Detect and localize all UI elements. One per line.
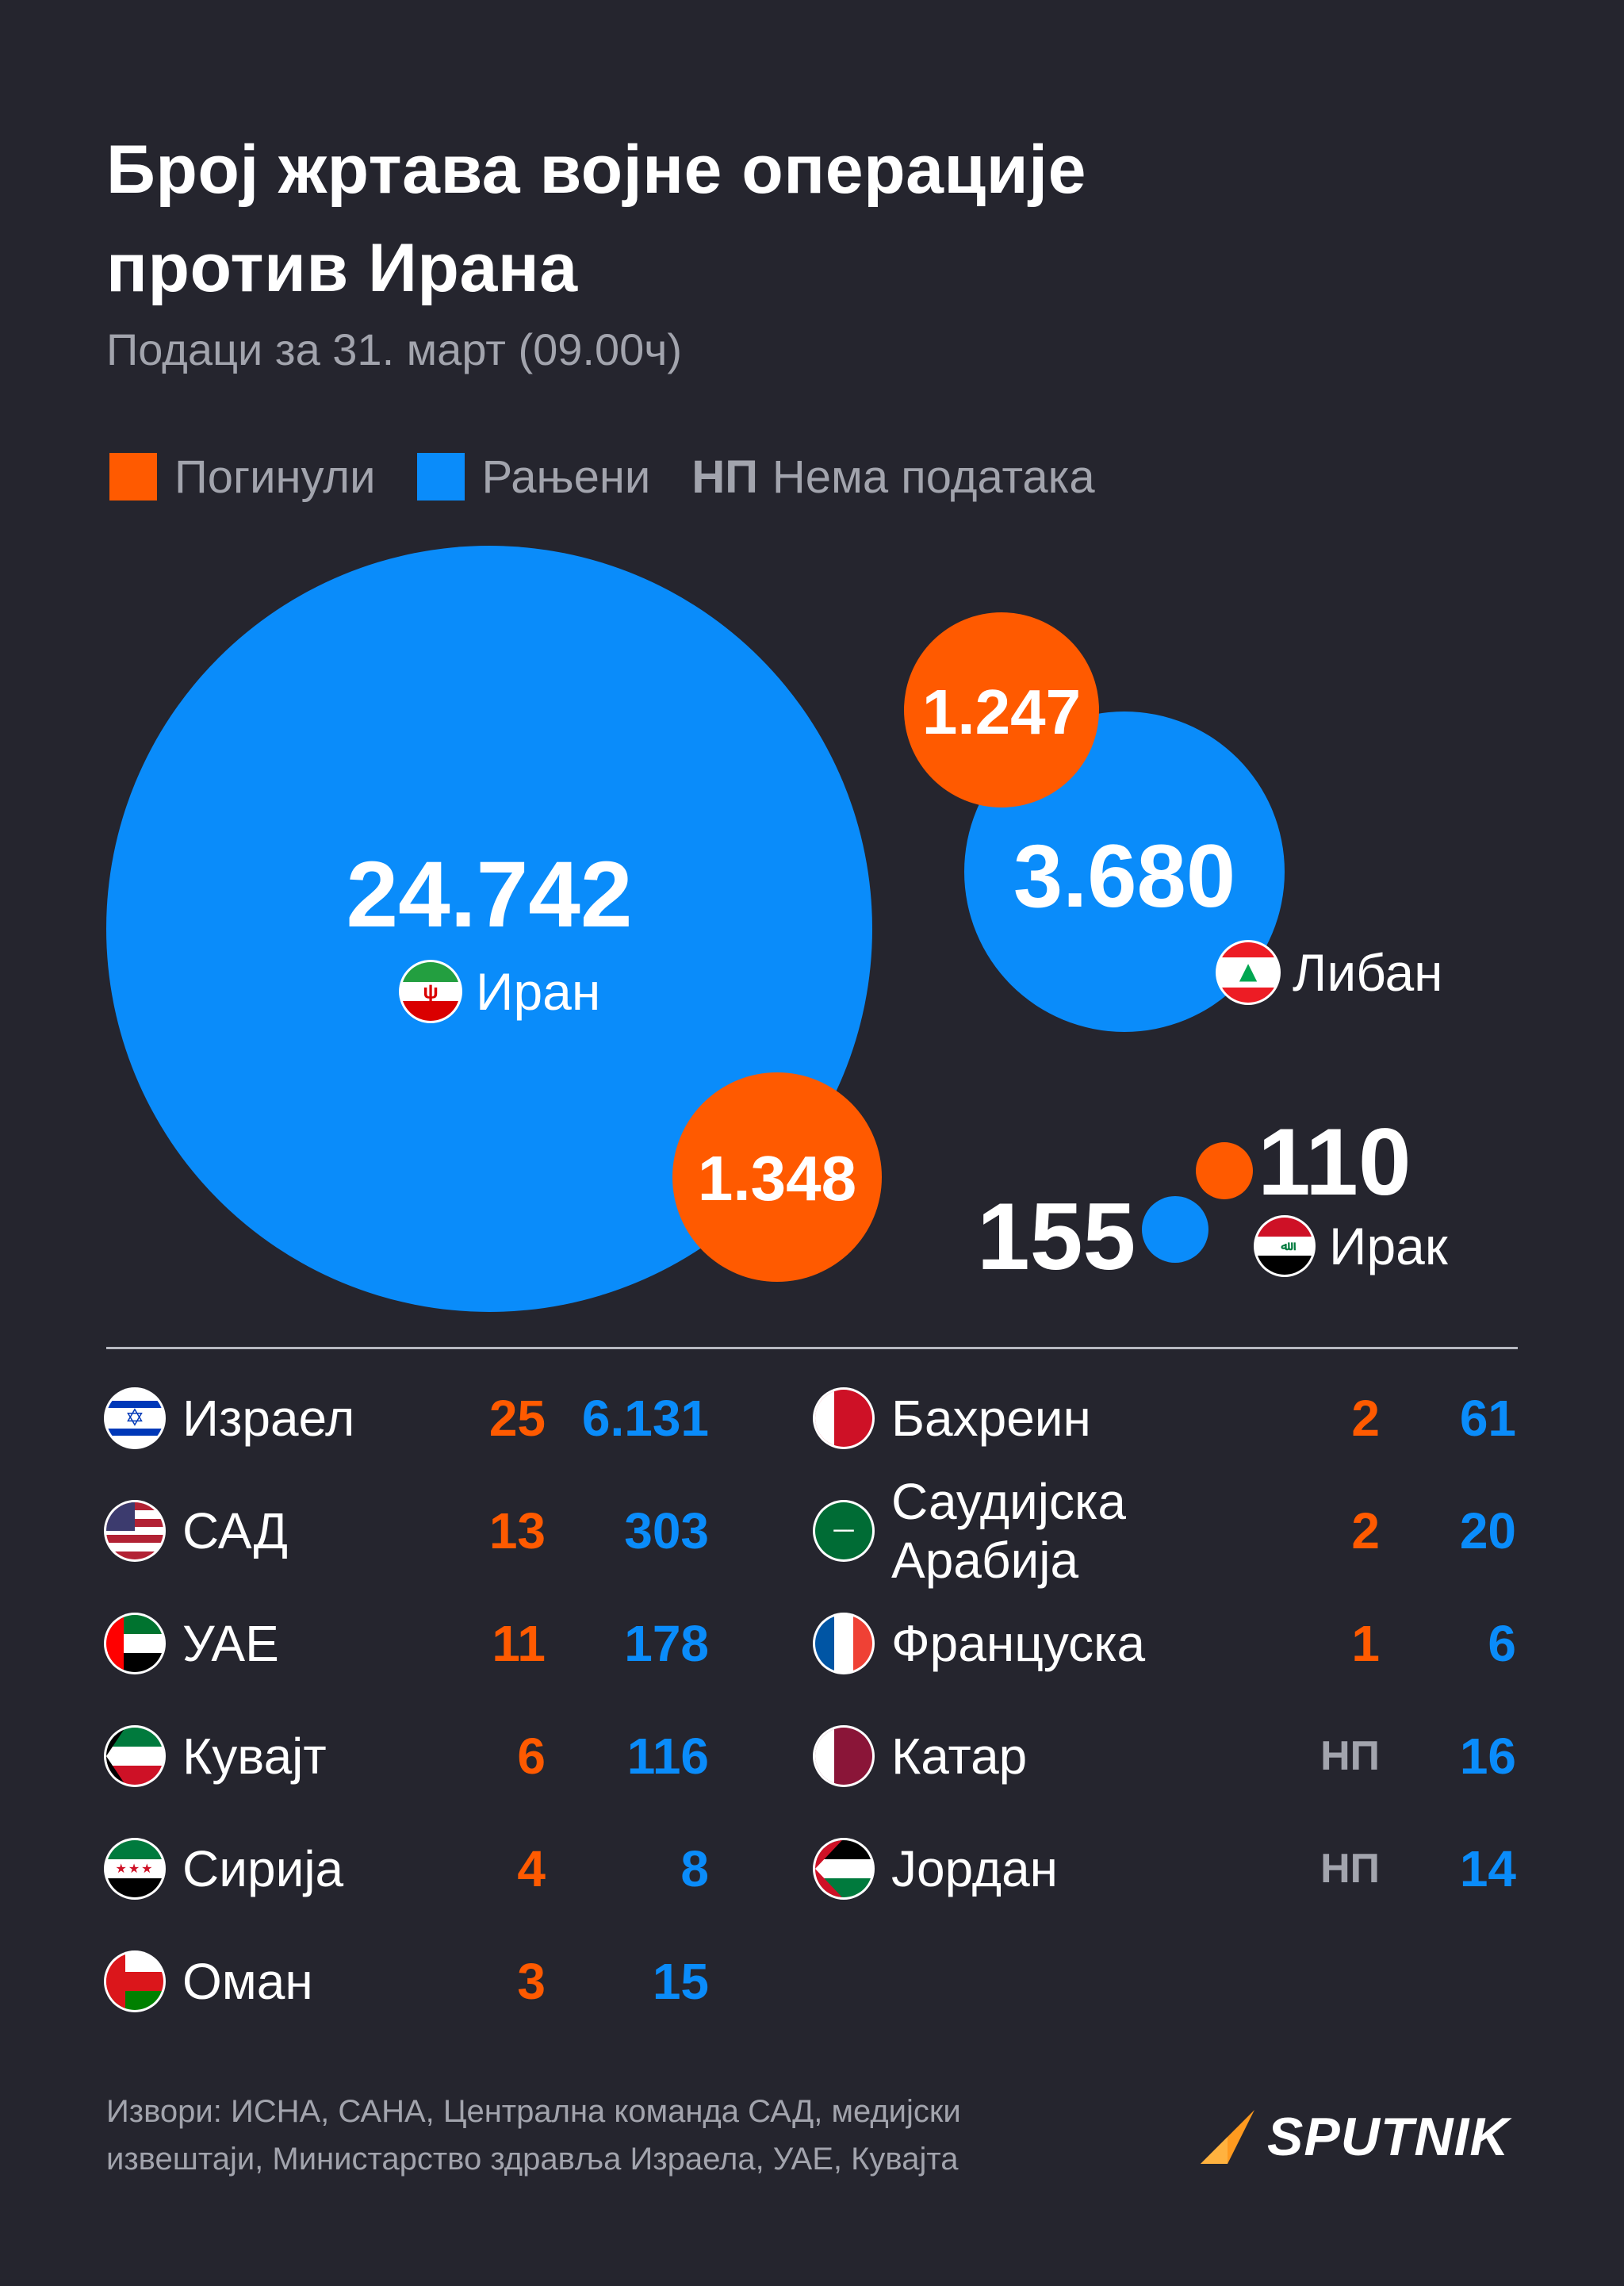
lebanon-country-name: Либан — [1293, 943, 1443, 1002]
usa-wounded: 303 — [624, 1502, 709, 1559]
legend-item-wounded: Рањени — [416, 451, 651, 504]
france-killed: 1 — [1351, 1615, 1380, 1672]
legend-item-no-data: НП Нема података — [691, 451, 1094, 504]
table-row-syria: ★★★ Сирија 4 8 — [106, 1812, 709, 1925]
sources-line-1: Извори: ИСНА, САНА, Централна команда СА… — [106, 2094, 961, 2129]
jordan-name: Јордан — [891, 1840, 1058, 1897]
table-row-kuwait: Кувајт 6 116 — [106, 1700, 709, 1812]
oman-flag-icon — [106, 1953, 163, 2010]
bubble-iraq-killed — [1196, 1142, 1253, 1199]
iran-wounded-value: 24.742 — [346, 842, 633, 947]
syria-name: Сирија — [182, 1840, 344, 1897]
jordan-wounded: 14 — [1459, 1840, 1516, 1897]
title-line-1: Број жртава војне операције — [106, 132, 1086, 208]
lebanon-flag-icon: ▲ — [1218, 942, 1278, 1003]
lebanon-label: ▲ Либан — [1218, 942, 1443, 1003]
divider — [106, 1347, 1518, 1349]
kuwait-wounded: 116 — [626, 1728, 709, 1785]
table-row-france: Француска 1 6 — [815, 1587, 1516, 1700]
usa-name: САД — [182, 1502, 288, 1559]
kuwait-name: Кувајт — [182, 1728, 327, 1785]
page-title: Број жртава војне операције против Ирана — [106, 121, 1534, 317]
iran-country-name: Иран — [476, 962, 601, 1021]
syria-wounded: 8 — [680, 1840, 709, 1897]
killed-swatch-icon — [109, 453, 157, 501]
qatar-wounded: 16 — [1459, 1728, 1516, 1785]
table-row-qatar: Катар НП 16 — [815, 1700, 1516, 1812]
legend-np-abbr: НП — [691, 451, 758, 503]
bahrain-wounded: 61 — [1459, 1390, 1516, 1447]
syria-killed: 4 — [517, 1840, 546, 1897]
brand-name: SPUTNIK — [1267, 2107, 1510, 2167]
uae-name: УАЕ — [182, 1615, 279, 1672]
title-line-2: против Ирана — [106, 230, 578, 306]
saudi-name: Саудијска Арабија — [891, 1472, 1126, 1590]
legend: Погинули Рањени НП Нема података — [109, 449, 1136, 504]
uae-wounded: 178 — [624, 1615, 709, 1672]
usa-flag-icon — [106, 1502, 163, 1559]
kuwait-killed: 6 — [517, 1728, 546, 1785]
iran-flag-icon: ψ — [401, 962, 460, 1021]
legend-item-killed: Погинули — [109, 451, 376, 504]
qatar-flag-icon — [815, 1728, 872, 1785]
saudi-name-line1: Саудијска — [891, 1473, 1126, 1530]
iraq-killed-value: 110 — [1258, 1109, 1411, 1215]
saudi-wounded: 20 — [1459, 1502, 1516, 1559]
legend-killed-label: Погинули — [174, 451, 376, 503]
france-flag-icon — [815, 1615, 872, 1672]
iran-killed-value: 1.348 — [697, 1143, 857, 1214]
uae-killed: 11 — [492, 1615, 546, 1672]
iraq-country-name: Ирак — [1329, 1217, 1448, 1275]
israel-flag-icon: ✡ — [106, 1390, 163, 1447]
iraq-flag-icon: ﷲ — [1256, 1218, 1313, 1275]
lebanon-killed-value: 1.247 — [921, 677, 1082, 747]
qatar-name: Катар — [891, 1728, 1028, 1785]
iran-label: ψ Иран — [401, 961, 600, 1022]
saudi-flag-icon: ━━━ — [815, 1502, 872, 1559]
jordan-flag-icon — [815, 1840, 872, 1897]
iraq-label: ﷲ Ирак — [1256, 1216, 1448, 1276]
israel-killed: 25 — [488, 1390, 546, 1447]
oman-killed: 3 — [517, 1953, 546, 2010]
sources-note: Извори: ИСНА, САНА, Централна команда СА… — [106, 2088, 1216, 2183]
france-name: Француска — [891, 1615, 1146, 1672]
oman-name: Оман — [182, 1953, 313, 2010]
lebanon-wounded-value: 3.680 — [1013, 827, 1236, 926]
israel-name: Израел — [182, 1390, 355, 1447]
bahrain-killed: 2 — [1351, 1390, 1380, 1447]
subtitle: Подаци за 31. март (09.00ч) — [106, 324, 683, 374]
legend-wounded-label: Рањени — [481, 451, 651, 503]
table-row-uae: УАЕ 11 178 — [106, 1587, 709, 1700]
jordan-killed: НП — [1320, 1846, 1380, 1892]
usa-killed: 13 — [488, 1502, 546, 1559]
table-row-jordan: Јордан НП 14 — [815, 1812, 1516, 1925]
bahrain-flag-icon — [815, 1390, 872, 1447]
saudi-killed: 2 — [1351, 1502, 1380, 1559]
bahrain-name: Бахреин — [891, 1390, 1091, 1447]
kuwait-flag-icon — [106, 1728, 163, 1785]
bubble-iran-killed — [672, 1072, 882, 1282]
table-row-bahrain: Бахреин 2 61 — [815, 1362, 1516, 1475]
wounded-swatch-icon — [416, 453, 465, 501]
table-row-usa: САД 13 303 — [106, 1475, 709, 1587]
table-row-oman: Оман 3 15 — [106, 1925, 709, 2038]
qatar-killed: НП — [1320, 1733, 1380, 1779]
bubble-iraq-wounded — [1142, 1196, 1208, 1263]
saudi-name-line2: Арабија — [891, 1532, 1079, 1589]
table-row-saudi-arabia: ━━━ Саудијска Арабија 2 20 — [815, 1472, 1516, 1590]
uae-flag-icon — [106, 1615, 163, 1672]
israel-wounded: 6.131 — [581, 1390, 709, 1447]
france-wounded: 6 — [1488, 1615, 1516, 1672]
sources-line-2: извештаји, Министарство здравља Израела,… — [106, 2142, 959, 2177]
legend-np-label: Нема података — [772, 451, 1095, 503]
table-row-israel: ✡ Израел 25 6.131 — [106, 1362, 709, 1475]
syria-flag-icon: ★★★ — [106, 1840, 163, 1897]
iraq-wounded-value: 155 — [977, 1183, 1136, 1290]
sputnik-logo-icon — [1201, 2110, 1254, 2164]
sputnik-logo: SPUTNIK — [1196, 2105, 1509, 2169]
oman-wounded: 15 — [652, 1953, 709, 2010]
bubble-lebanon-killed — [904, 612, 1099, 807]
